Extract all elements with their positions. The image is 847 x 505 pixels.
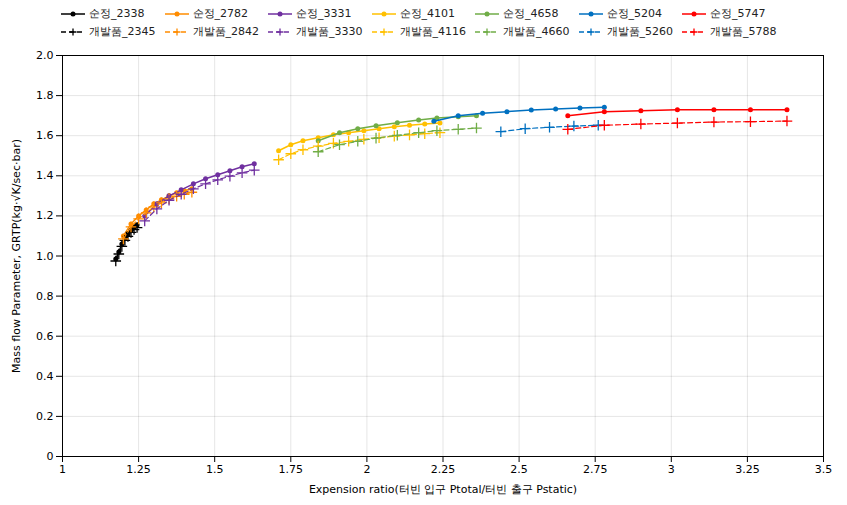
svg-text:2.75: 2.75: [583, 463, 608, 476]
svg-text:1.8: 1.8: [36, 89, 54, 102]
html-text:개발품_4116: 개발품_4116: [399, 25, 466, 38]
svg-text:0.4: 0.4: [36, 370, 54, 383]
svg-text:2.25: 2.25: [431, 463, 456, 476]
svg-text:3: 3: [668, 463, 675, 476]
html-text:순정_2782: 순정_2782: [192, 7, 248, 20]
svg-text:1.4: 1.4: [36, 169, 54, 182]
svg-text:1.5: 1.5: [206, 463, 224, 476]
html-text:순정_2338: 순정_2338: [89, 7, 145, 20]
html-text:순정_3331: 순정_3331: [296, 7, 352, 20]
svg-text:1.0: 1.0: [36, 250, 54, 263]
svg-text:0.8: 0.8: [36, 290, 54, 303]
html-text:순정_5204: 순정_5204: [606, 7, 662, 20]
html-text:개발품_5788: 개발품_5788: [710, 25, 777, 38]
html-text:개발품_3330: 개발품_3330: [296, 25, 363, 38]
html-text:개발품_2842: 개발품_2842: [192, 25, 259, 38]
svg-text:1.75: 1.75: [279, 463, 304, 476]
svg-text:0: 0: [47, 450, 54, 463]
html-text:개발품_2345: 개발품_2345: [89, 25, 156, 38]
svg-text:Expension ratio(터빈 입구 Ptotal/터: Expension ratio(터빈 입구 Ptotal/터빈 출구 Pstat…: [309, 483, 577, 496]
html-text:개발품_4660: 개발품_4660: [503, 25, 570, 38]
svg-text:Mass flow Parameter, GRTP(kg·√: Mass flow Parameter, GRTP(kg·√K/sec·bar): [10, 139, 23, 373]
svg-text:1: 1: [59, 463, 66, 476]
svg-text:1.25: 1.25: [126, 463, 151, 476]
svg-text:0.6: 0.6: [36, 330, 54, 343]
html-text:순정_4658: 순정_4658: [503, 7, 559, 20]
svg-text:3.25: 3.25: [735, 463, 760, 476]
svg-text:0.2: 0.2: [36, 410, 54, 423]
svg-text:2.0: 2.0: [36, 49, 54, 62]
svg-text:1.2: 1.2: [36, 209, 54, 222]
html-text:순정_4101: 순정_4101: [399, 7, 455, 20]
svg-text:1.6: 1.6: [36, 129, 54, 142]
svg-text:2: 2: [363, 463, 370, 476]
svg-text:3.5: 3.5: [815, 463, 833, 476]
html-text:개발품_5260: 개발품_5260: [606, 25, 673, 38]
svg-text:2.5: 2.5: [510, 463, 528, 476]
html-text:순정_5747: 순정_5747: [710, 7, 766, 20]
